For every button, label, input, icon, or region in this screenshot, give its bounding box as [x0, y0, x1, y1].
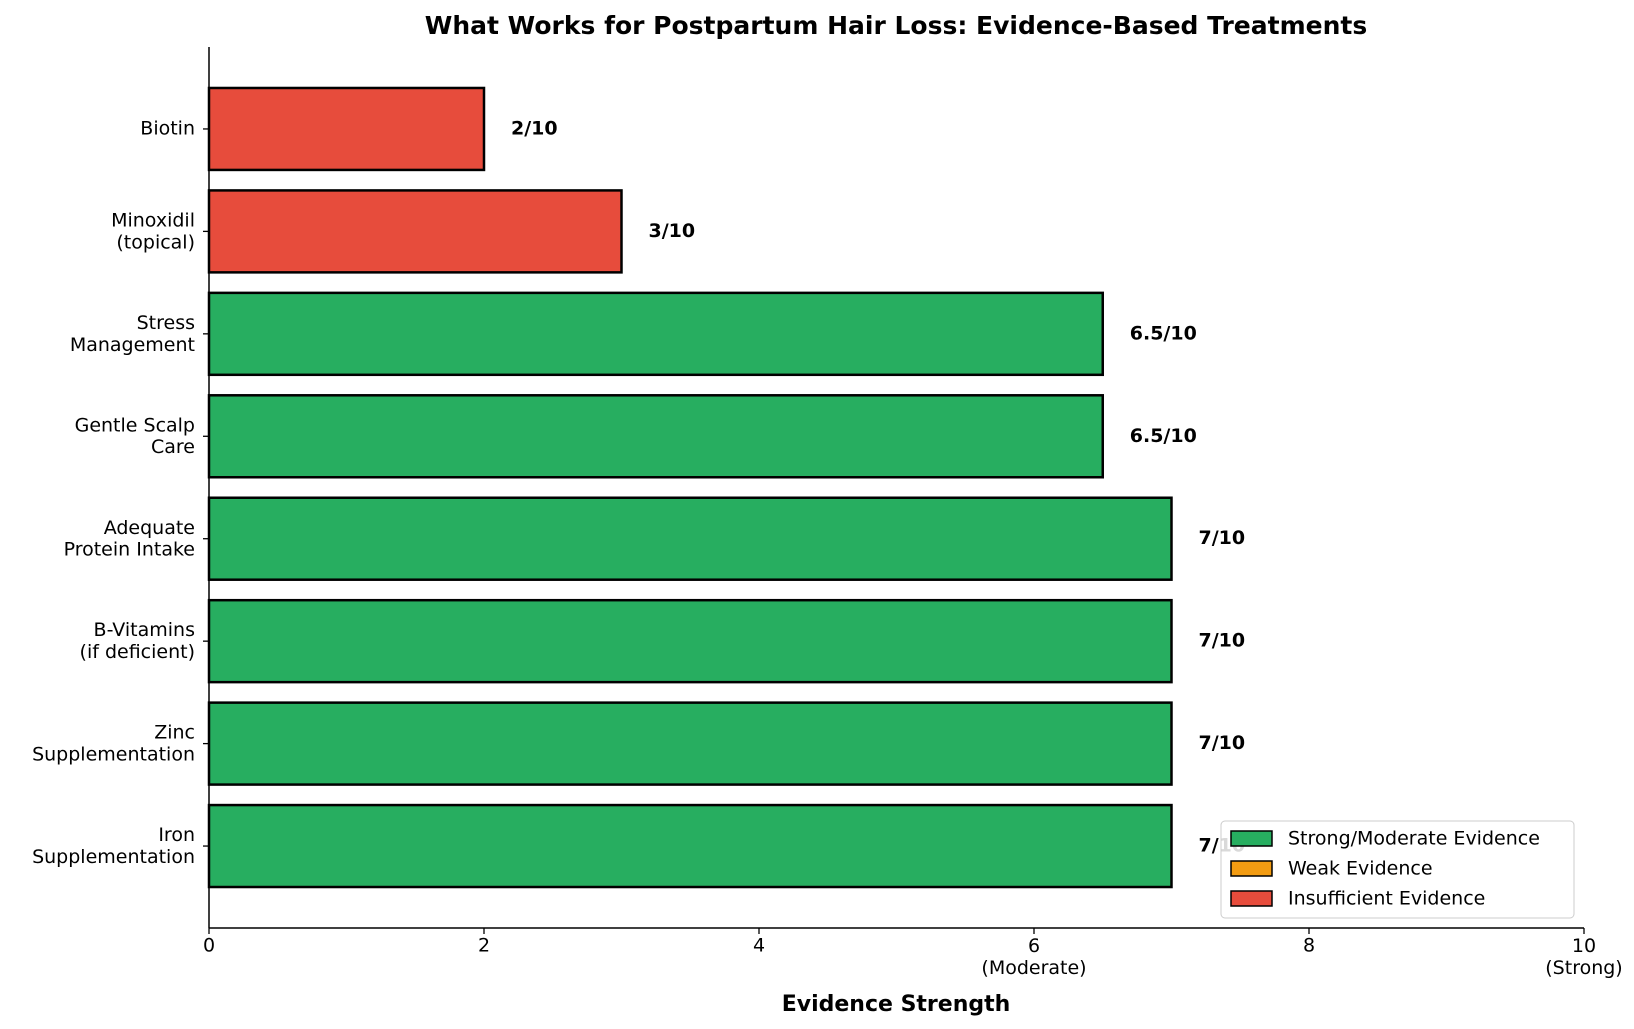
bar	[207, 701, 1173, 786]
value-label: 3/10	[649, 220, 696, 242]
y-tick-label: Minoxidil (topical)	[111, 209, 195, 253]
bar	[207, 189, 623, 274]
bar	[207, 291, 1104, 377]
value-label: 7/10	[1199, 732, 1246, 754]
y-tick-label: Gentle Scalp Care	[75, 414, 195, 458]
x-axis-label: Evidence Strength	[782, 992, 1011, 1017]
legend-label: Strong/Moderate Evidence	[1288, 828, 1540, 850]
legend-box	[1220, 820, 1575, 919]
y-tick-label: Zinc Supplementation	[32, 721, 195, 765]
legend-label: Insufficient Evidence	[1288, 888, 1485, 910]
x-tick-label: 8	[1303, 935, 1315, 957]
value-label: 6.5/10	[1130, 322, 1197, 344]
legend-swatch	[1230, 860, 1273, 877]
value-label: 7/10	[1199, 630, 1246, 652]
legend-label: Weak Evidence	[1288, 858, 1433, 880]
legend-swatch	[1230, 830, 1273, 847]
bar	[207, 86, 486, 172]
x-tick-label: 4	[753, 935, 765, 957]
legend-swatch	[1230, 890, 1273, 907]
x-tick-label: 6 (Moderate)	[981, 935, 1086, 979]
chart-title: What Works for Postpartum Hair Loss: Evi…	[425, 11, 1367, 40]
y-tick-label: Iron Supplementation	[32, 824, 195, 868]
y-tick-label: Biotin	[140, 117, 195, 139]
x-tick-label: 0	[203, 935, 215, 957]
value-label: 7/10	[1199, 527, 1246, 549]
bar	[207, 598, 1173, 684]
value-label: 6.5/10	[1130, 425, 1197, 447]
bar	[207, 496, 1173, 581]
y-tick-label: B-Vitamins (if deficient)	[80, 619, 195, 663]
x-tick-label: 10 (Strong)	[1545, 935, 1622, 979]
value-label: 2/10	[511, 117, 558, 139]
bar	[207, 394, 1104, 479]
bar	[207, 803, 1173, 889]
y-tick-label: Adequate Protein Intake	[64, 516, 195, 560]
y-tick-label: Stress Management	[70, 311, 195, 355]
x-tick-label: 2	[478, 935, 490, 957]
